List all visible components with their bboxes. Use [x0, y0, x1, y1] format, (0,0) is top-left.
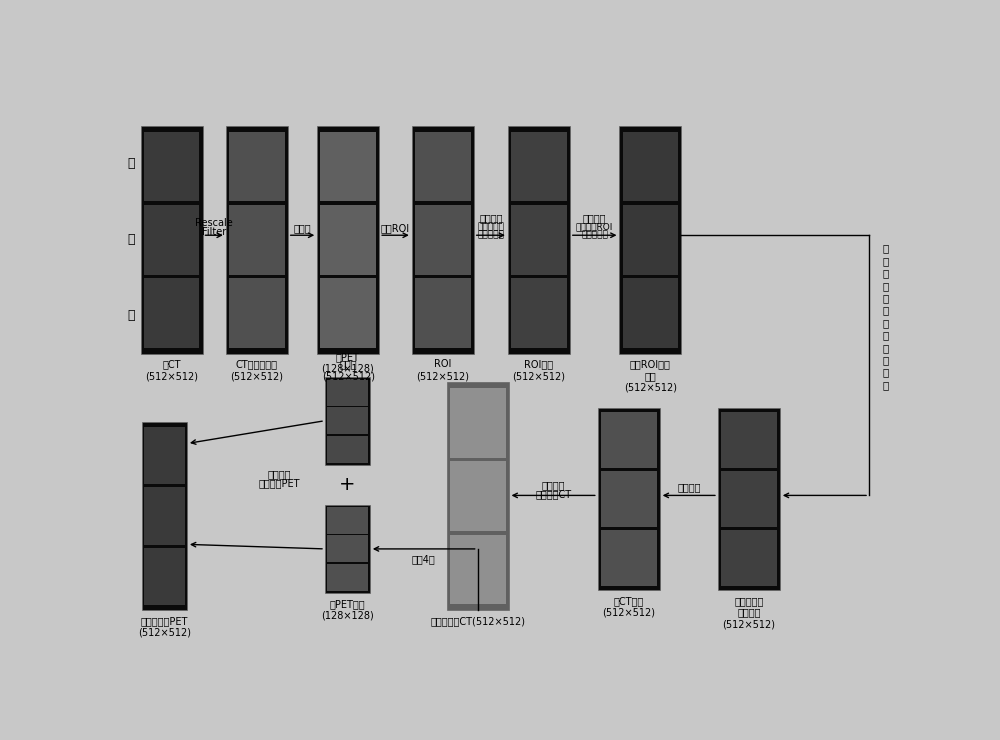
Bar [508, 126, 570, 354]
Bar [140, 126, 202, 354]
Bar [623, 205, 678, 275]
Text: 分割出肺PET: 分割出肺PET [258, 478, 300, 488]
Text: 依照掩模: 依照掩模 [267, 470, 291, 480]
Text: 肺PET掩模
(128×128): 肺PET掩模 (128×128) [321, 599, 374, 620]
Bar [317, 126, 379, 354]
Bar [447, 383, 509, 610]
Bar [327, 564, 368, 591]
Bar [320, 132, 376, 201]
Text: 依照掩模: 依照掩模 [541, 480, 565, 490]
Text: 非肺部区域: 非肺部区域 [581, 231, 608, 240]
Bar [144, 278, 199, 348]
Bar [229, 132, 285, 201]
Bar [327, 507, 368, 534]
Text: Rescale: Rescale [195, 218, 233, 228]
Text: 消除胸腔ROI: 消除胸腔ROI [576, 223, 613, 232]
Text: 细化处理: 细化处理 [677, 482, 701, 492]
Text: 区域增长: 区域增长 [479, 213, 503, 223]
Text: 物品等噪声: 物品等噪声 [477, 231, 504, 240]
Bar [325, 505, 370, 593]
Bar [144, 427, 185, 485]
Bar [415, 132, 471, 201]
Text: 中: 中 [127, 233, 135, 246]
Bar [144, 132, 199, 201]
Bar [511, 278, 567, 348]
Bar [601, 530, 657, 585]
Text: 上: 上 [127, 158, 135, 170]
Bar [601, 412, 657, 468]
Text: ROI
(512×512): ROI (512×512) [416, 360, 469, 381]
Bar [511, 132, 567, 201]
Bar [229, 205, 285, 275]
Text: 胸腔ROI肺部
区域
(512×512): 胸腔ROI肺部 区域 (512×512) [624, 360, 677, 393]
Bar [415, 205, 471, 275]
Text: 分割出的肺PET
(512×512): 分割出的肺PET (512×512) [138, 616, 191, 637]
Bar [623, 132, 678, 201]
Bar [721, 530, 777, 585]
Bar [327, 379, 368, 406]
Bar [144, 488, 185, 545]
Bar [623, 278, 678, 348]
Text: 分割出的肺CT(512×512): 分割出的肺CT(512×512) [430, 616, 525, 626]
Text: 消除机床、: 消除机床、 [477, 223, 504, 232]
Text: 二值肺
(512×512): 二值肺 (512×512) [322, 360, 375, 381]
Bar [144, 205, 199, 275]
Bar [320, 278, 376, 348]
Text: +: + [339, 475, 356, 494]
Bar [450, 388, 506, 458]
Bar [229, 278, 285, 348]
Bar [721, 412, 777, 468]
Bar [511, 205, 567, 275]
Text: 左
右
扫
描
和
四
个
角
旋
转
扫
描: 左 右 扫 描 和 四 个 角 旋 转 扫 描 [883, 243, 889, 390]
Text: 下: 下 [127, 309, 135, 323]
Bar [144, 548, 185, 605]
Bar [412, 126, 474, 354]
Text: 四角扫描后
肺部区域
(512×512): 四角扫描后 肺部区域 (512×512) [722, 596, 775, 629]
Text: 分割出肺CT: 分割出肺CT [535, 488, 571, 499]
Bar [598, 408, 660, 591]
Bar [226, 126, 288, 354]
Text: Filter: Filter [202, 227, 226, 238]
Text: CT值调整后肺
(512×512): CT值调整后肺 (512×512) [230, 360, 283, 381]
Bar [601, 471, 657, 527]
Bar [327, 436, 368, 462]
Bar [142, 422, 187, 610]
Text: 肺CT掩模
(512×512): 肺CT掩模 (512×512) [602, 596, 655, 617]
Bar [320, 205, 376, 275]
Bar [619, 126, 681, 354]
Bar [325, 377, 370, 465]
Bar [718, 408, 780, 591]
Text: 肺CT
(512×512): 肺CT (512×512) [145, 360, 198, 381]
Text: 肺PET
(128×128): 肺PET (128×128) [321, 352, 374, 374]
Text: 提取ROI: 提取ROI [381, 223, 410, 233]
Bar [450, 461, 506, 531]
Text: 二值化: 二值化 [294, 223, 311, 233]
Bar [721, 471, 777, 527]
Bar [327, 535, 368, 562]
Text: 区域增长: 区域增长 [583, 213, 606, 223]
Bar [450, 534, 506, 605]
Text: 缩小4倍: 缩小4倍 [412, 554, 436, 564]
Text: ROI胸腔
(512×512): ROI胸腔 (512×512) [512, 360, 565, 381]
Bar [415, 278, 471, 348]
Bar [327, 407, 368, 434]
